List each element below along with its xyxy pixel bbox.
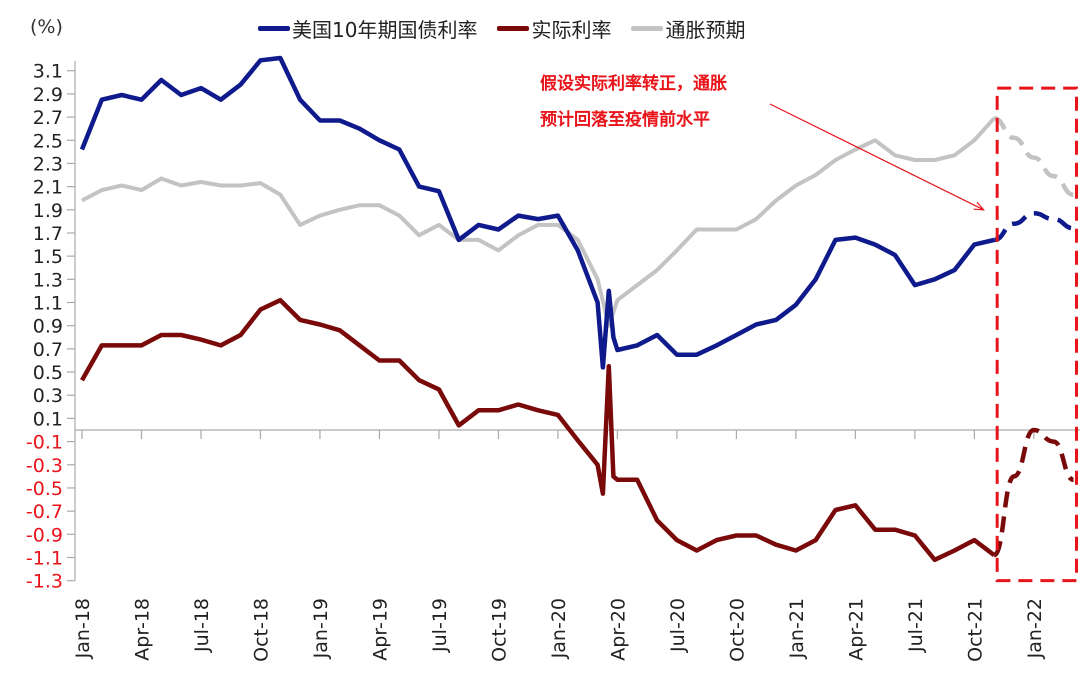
x-tick-label: Apr-18 [131,598,153,661]
legend-label-real-rate: 实际利率 [531,18,612,42]
x-tick-label: Jan-20 [548,598,570,659]
legend-item-us10y: 美国10年期国债利率 [258,14,477,43]
series-line-inflation [81,116,996,328]
y-tick-label: -0.9 [26,524,63,546]
y-tick-label: 0.3 [33,385,63,407]
y-tick-label: 3.1 [33,61,63,83]
annotation-line-2: 预计回落至疫情前水平 [540,110,710,130]
x-tick-label: Apr-19 [369,598,391,661]
x-tick-label: Apr-20 [607,598,629,661]
y-tick-label: 0.1 [33,408,63,430]
y-axis-unit-label: (%) [30,16,63,38]
y-tick-label: 2.3 [33,153,63,175]
y-tick-label: 0.5 [33,362,63,384]
legend-swatch-real-rate [497,26,530,31]
annotation-text: 假设实际利率转正，通胀 预计回落至疫情前水平 [540,66,727,138]
forecast-line-real-rate [991,427,1075,558]
legend-label-inflation: 通胀预期 [665,18,746,42]
y-tick-label: 2.5 [33,130,63,152]
x-tick-label: Apr-21 [845,598,867,661]
legend-label-us10y: 美国10年期国债利率 [292,18,478,42]
legend: 美国10年期国债利率 实际利率 通胀预期 [258,14,745,43]
y-tick-label: 1.1 [33,293,63,315]
y-tick-label: 2.1 [33,177,63,199]
x-tick-label: Jul-19 [429,598,451,653]
y-tick-label: 1.7 [33,223,63,245]
x-tick-label: Jan-22 [1024,598,1046,659]
forecast-box [995,86,1078,583]
legend-item-real-rate: 实际利率 [497,14,611,43]
y-tick-label: -0.5 [26,478,63,500]
x-tick-label: Jul-21 [905,598,927,653]
x-tick-label: Oct-18 [250,598,272,662]
x-tick-label: Jul-18 [191,598,213,653]
x-tick-label: Jan-21 [786,598,808,659]
x-tick-label: Jan-19 [310,598,332,659]
y-tick-label: 0.9 [33,316,63,338]
annotation-arrow [769,103,984,211]
y-tick-label: -0.7 [26,501,63,523]
forecast-line-us10y [993,211,1074,243]
y-tick-label: -1.1 [26,547,63,569]
x-tick-label: Oct-21 [964,598,986,662]
y-tick-label: 1.9 [33,200,63,222]
y-tick-label: -1.3 [26,571,63,593]
y-tick-label: 0.7 [33,339,63,361]
series-line-us10y [79,55,995,370]
x-tick-label: Oct-20 [726,598,748,662]
y-tick-label: -0.1 [26,432,63,454]
annotation-line-1: 假设实际利率转正，通胀 [540,74,727,94]
legend-swatch-us10y [258,26,290,31]
x-tick-label: Jan-18 [72,598,94,659]
legend-swatch-inflation [631,26,664,31]
series-line-real-rate [80,297,996,563]
y-tick-label: 2.7 [33,107,63,129]
forecast-line-inflation [993,115,1075,197]
y-tick-label: -0.3 [26,455,63,477]
y-tick-label: 1.3 [33,269,63,291]
annotation-arrowhead [973,201,985,211]
x-tick-label: Oct-19 [488,598,510,662]
y-tick-label: 1.5 [33,246,63,268]
x-tick-label: Jul-20 [667,598,689,653]
legend-item-inflation: 通胀预期 [631,14,745,43]
y-tick-label: 2.9 [33,84,63,106]
